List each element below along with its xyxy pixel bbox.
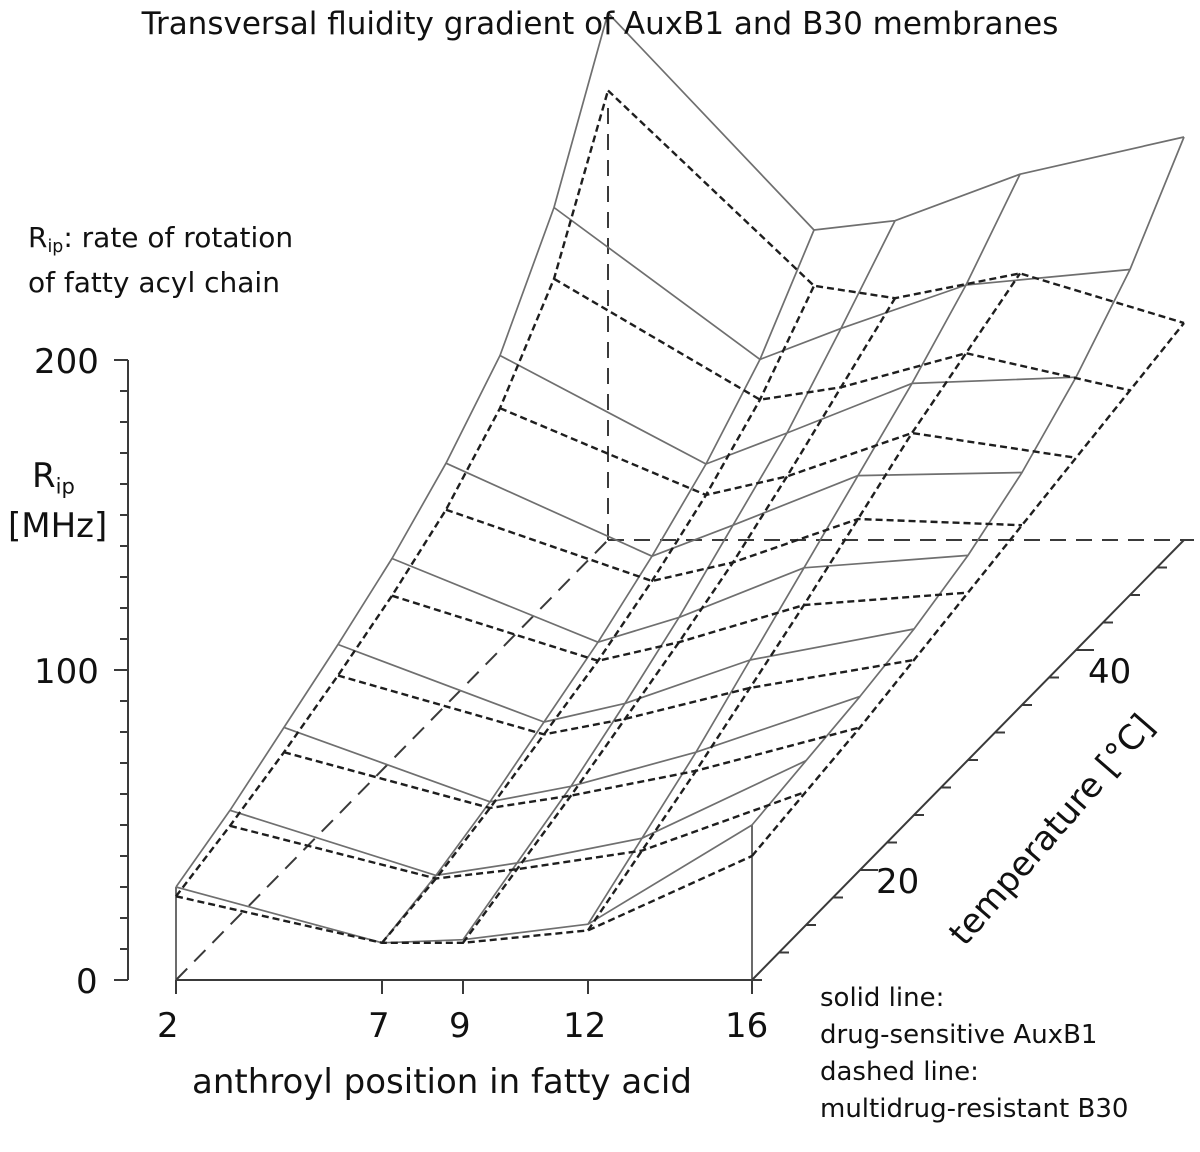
x-tick-label: 16 — [725, 1006, 769, 1046]
legend-dashed-series: multidrug-resistant B30 — [820, 1094, 1129, 1124]
z-label-sub: ip — [55, 473, 75, 499]
hidden-depth-axis — [175, 539, 609, 981]
x-axis-label: anthroyl position in fatty acid — [192, 1062, 692, 1102]
z-label-unit: [MHz] — [8, 506, 108, 547]
b30-profile-line — [499, 407, 1077, 497]
b30-profile-line — [175, 854, 753, 944]
auxb1-temperature-line — [462, 220, 896, 941]
z-tick-label: 100 — [34, 652, 99, 692]
x-tick-label: 12 — [563, 1006, 607, 1046]
b30-profile-line — [337, 658, 915, 736]
b30-temperature-line — [751, 322, 1185, 857]
auxb1-profile-line — [229, 759, 807, 877]
legend: solid line: drug-sensitive AuxB1 dashed … — [820, 980, 1128, 1128]
b30-profile-line — [553, 277, 1131, 401]
y-tick-label: 40 — [1088, 652, 1132, 692]
b30-temperature-line — [381, 285, 816, 944]
z-axis-description: Rip: rate of rotation of fatty acyl chai… — [28, 220, 293, 301]
z-description-rest: : rate of rotation — [63, 221, 294, 254]
x-tick-label: 2 — [157, 1006, 179, 1046]
b30-temperature-line — [462, 297, 897, 944]
z-symbol-base: R — [28, 221, 48, 254]
b30-temperature-line — [175, 90, 610, 898]
auxb1-temperature-line — [751, 136, 1185, 826]
x-tick-label: 7 — [368, 1006, 390, 1046]
z-axis-label: Rip [MHz] — [8, 456, 107, 546]
auxb1-profile-line — [553, 206, 1131, 361]
b30-profile-line — [229, 790, 807, 880]
z-symbol-sub: ip — [47, 237, 64, 258]
b30-profile-line — [445, 508, 1023, 583]
z-tick-label: 200 — [34, 342, 99, 382]
auxb1-profile-line — [445, 462, 1023, 558]
z-tick-label: 0 — [76, 962, 98, 1002]
chart-title: Transversal fluidity gradient of AuxB1 a… — [141, 6, 1059, 42]
auxb1-profile-line — [499, 354, 1077, 465]
z-label-base: R — [32, 456, 56, 496]
b30-profile-line — [283, 726, 861, 810]
b30-profile-line — [391, 591, 969, 662]
y-tick-label: 20 — [876, 862, 920, 902]
b30-profile-line — [607, 89, 1185, 325]
b30-temperature-line — [587, 272, 1021, 932]
auxb1-temperature-line — [381, 229, 815, 944]
auxb1-profile-line — [607, 12, 1185, 231]
legend-dashed-title: dashed line: — [820, 1057, 979, 1087]
x-tick-label: 9 — [449, 1006, 471, 1046]
auxb1-temperature-line — [175, 12, 609, 888]
legend-solid-series: drug-sensitive AuxB1 — [820, 1020, 1098, 1050]
legend-solid-title: solid line: — [820, 983, 945, 1013]
auxb1-temperature-line — [587, 173, 1021, 925]
z-description-line2: of fatty acyl chain — [28, 266, 280, 300]
